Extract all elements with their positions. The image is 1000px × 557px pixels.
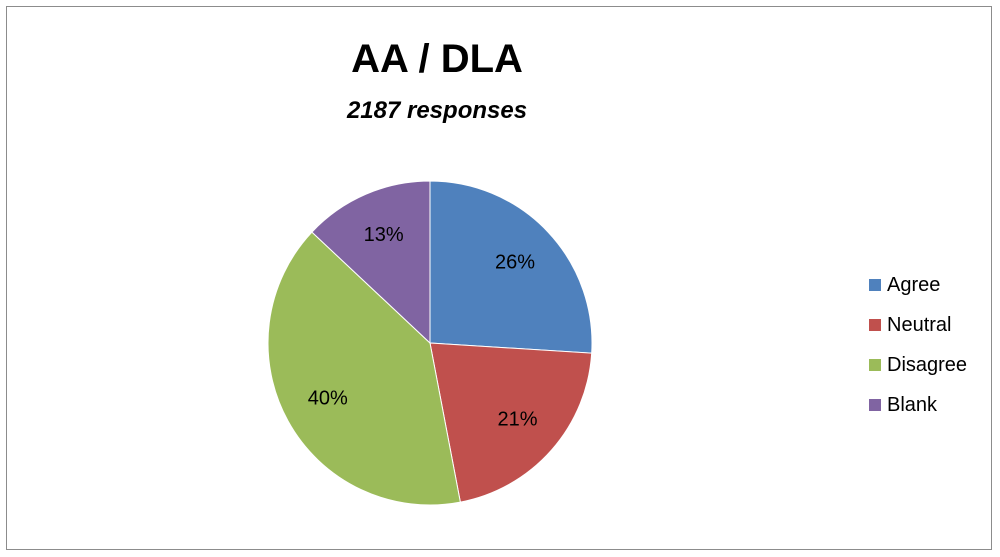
pie-slice-neutral [429,342,593,503]
legend-swatch-blank [869,399,881,411]
data-label-disagree: 40% [308,387,348,409]
chart-area: AA / DLA 2187 responses 26% 21% 40% 13% Agr… [6,6,992,550]
legend-swatch-agree [869,279,881,291]
legend-swatch-disagree [869,359,881,371]
data-label-blank: 13% [364,224,404,246]
legend-label-blank: Blank [887,393,938,416]
legend-label-neutral: Neutral [887,313,952,336]
legend-item-neutral: Neutral [869,305,967,345]
legend-item-disagree: Disagree [869,345,967,385]
pie-slice-blank [311,180,431,345]
legend-swatch-neutral [869,319,881,331]
pie-slice-disagree [267,231,461,506]
legend-item-agree: Agree [869,265,967,305]
chart-title: AA / DLA [351,37,523,81]
pie-chart: 26% 21% 40% 13% [267,180,593,506]
legend-label-agree: Agree [887,273,941,296]
data-label-neutral: 21% [497,408,537,430]
legend: Agree Neutral Disagree Blank [869,265,967,425]
legend-label-disagree: Disagree [887,353,968,376]
data-label-agree: 26% [495,251,535,273]
legend-item-blank: Blank [869,385,967,425]
pie-slice-agree [429,180,593,354]
chart-subtitle: 2187 responses [346,97,528,124]
